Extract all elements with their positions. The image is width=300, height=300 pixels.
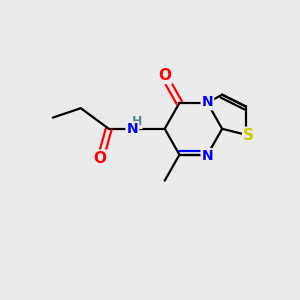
Text: H: H	[132, 115, 142, 128]
Text: O: O	[93, 151, 106, 166]
Text: N: N	[127, 122, 138, 136]
Text: O: O	[158, 68, 171, 83]
Text: N: N	[202, 149, 213, 163]
Text: S: S	[243, 128, 254, 143]
Text: N: N	[202, 95, 213, 109]
